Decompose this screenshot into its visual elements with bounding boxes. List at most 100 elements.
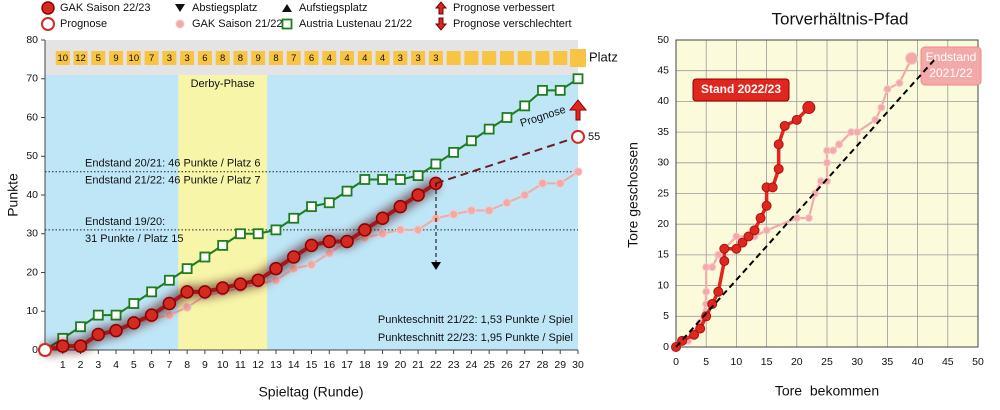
point	[779, 120, 790, 131]
y-tick-label: 40	[657, 95, 669, 107]
point	[689, 329, 700, 340]
platz-value: 5	[96, 53, 101, 64]
legend-label: Abstiegsplatz	[192, 2, 257, 14]
y-tick-label: 0	[32, 344, 38, 356]
x-tick-label: 35	[882, 356, 894, 368]
legend-symbol	[282, 4, 292, 12]
point	[340, 234, 354, 249]
x-tick-label: 20	[394, 359, 406, 371]
y-tick-label: 5	[663, 310, 669, 322]
point	[732, 232, 741, 241]
point	[571, 129, 585, 144]
x-tick-label: 12	[252, 359, 264, 371]
platz-value: 4	[380, 53, 385, 64]
y-tick-label: 70	[26, 73, 38, 85]
x-tick-label: 10	[217, 359, 229, 371]
platz-box	[535, 51, 550, 65]
platz-box	[322, 51, 337, 65]
point	[802, 101, 816, 115]
point	[829, 146, 838, 155]
point	[792, 214, 801, 223]
x-tick-label: 50	[972, 356, 984, 368]
point	[271, 275, 281, 285]
x-tick-label: 3	[95, 359, 101, 371]
point	[501, 112, 513, 123]
platz-box	[109, 51, 124, 65]
point	[217, 239, 229, 251]
point	[719, 256, 730, 267]
point	[127, 316, 141, 330]
point	[128, 298, 140, 309]
platz-box	[340, 51, 355, 65]
point	[163, 274, 175, 286]
legend-symbol	[434, 1, 448, 15]
point	[270, 224, 282, 236]
platz-box	[357, 51, 372, 65]
x-axis-label: Tore bekommen	[775, 383, 879, 399]
platz-box	[233, 51, 248, 65]
point	[75, 321, 86, 333]
y-tick-label: 15	[657, 249, 669, 261]
x-tick-label: 45	[942, 356, 954, 368]
point	[182, 302, 192, 312]
x-tick-label: 13	[270, 359, 282, 371]
point	[905, 51, 919, 65]
note: Punkteschnitt 21/22: 1,53 Punkte / Spiel	[378, 314, 573, 326]
platz-box	[73, 51, 88, 65]
x-tick-label: 15	[306, 359, 318, 371]
point	[288, 212, 300, 224]
y-tick-label: 50	[657, 34, 669, 46]
point	[411, 188, 425, 202]
point	[448, 146, 460, 158]
point	[804, 214, 813, 223]
point	[519, 100, 531, 112]
point	[180, 285, 194, 299]
point	[743, 231, 754, 242]
x-tick-label: 30	[851, 356, 863, 368]
point	[395, 225, 405, 235]
point	[146, 286, 158, 298]
platz-box	[144, 51, 159, 65]
point	[359, 174, 371, 185]
point	[465, 135, 477, 147]
value-label: 55	[588, 131, 600, 143]
point	[695, 323, 706, 334]
platz-box	[393, 51, 408, 65]
y-tick-label: 10	[657, 279, 669, 291]
platz-box-final	[570, 49, 586, 67]
point	[109, 323, 123, 338]
platz-value: 7	[149, 53, 154, 64]
platz-value: 3	[415, 53, 420, 64]
x-tick-label: 17	[341, 359, 353, 371]
platz-box	[286, 51, 301, 65]
x-tick-label: 24	[466, 359, 478, 371]
point	[41, 1, 55, 15]
x-tick-label: 18	[359, 359, 371, 371]
point	[92, 309, 104, 321]
point	[731, 243, 742, 254]
x-tick-label: 29	[554, 359, 566, 371]
point	[883, 85, 892, 94]
point	[572, 73, 584, 85]
platz-value: 9	[256, 53, 261, 64]
platz-box	[215, 51, 230, 65]
point	[323, 197, 335, 209]
point	[449, 209, 459, 219]
platz-box	[499, 51, 514, 65]
point	[773, 139, 784, 150]
legend-symbol	[175, 4, 185, 12]
arrow-up	[568, 99, 588, 121]
reference-label: Endstand 20/21: 46 Punkte / Platz 6	[85, 158, 261, 170]
platz-box	[251, 51, 266, 65]
legend-label: Prognose verbessert	[453, 2, 555, 14]
platz-box	[55, 51, 70, 65]
point	[252, 228, 264, 240]
legend-symbol	[434, 17, 448, 31]
platz-box	[180, 51, 195, 65]
point	[554, 84, 566, 96]
x-tick-label: 19	[377, 359, 389, 371]
series-tag	[692, 78, 790, 102]
x-tick-label: 40	[912, 356, 924, 368]
